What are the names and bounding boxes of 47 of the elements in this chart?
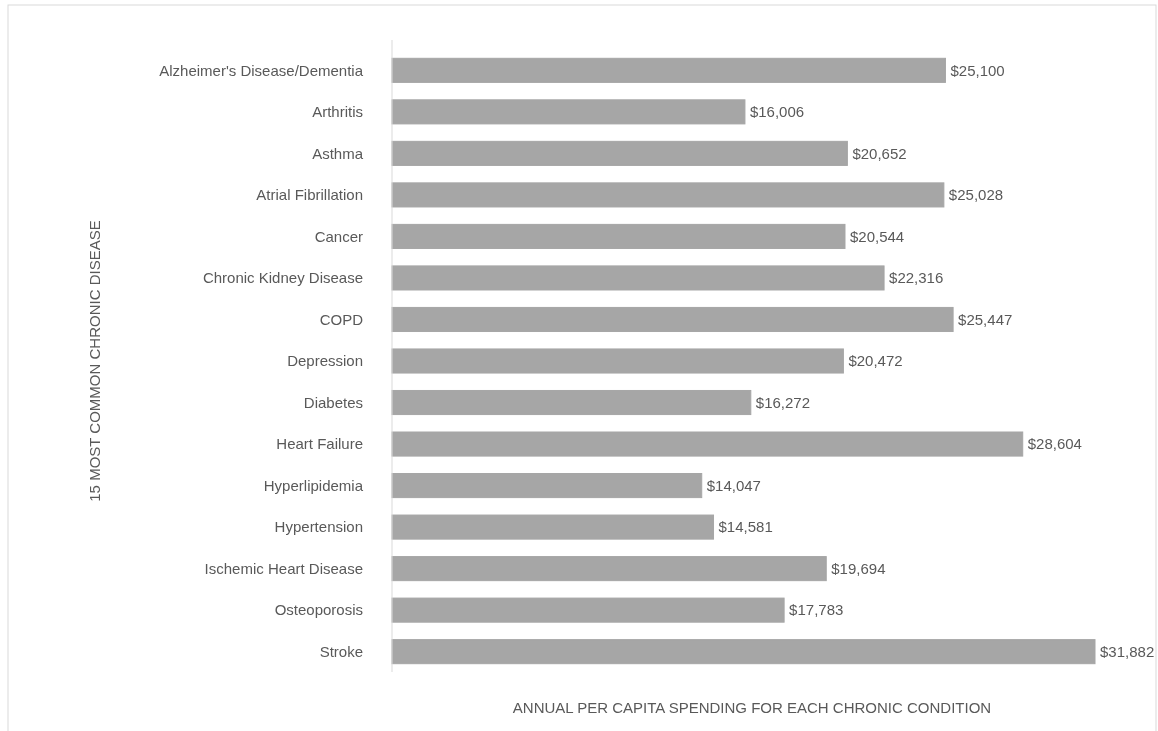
y-axis-title: 15 MOST COMMON CHRONIC DISEASE (86, 220, 103, 502)
bar (391, 514, 715, 540)
y-tick-label: Alzheimer's Disease/Dementia (159, 61, 364, 79)
bar (391, 556, 827, 582)
data-label: $25,447 (958, 310, 1013, 328)
data-label: $14,581 (718, 518, 773, 536)
y-tick-label: Osteoporosis (274, 601, 363, 619)
data-label: $20,544 (850, 227, 905, 245)
bar (391, 431, 1024, 457)
data-label: $25,028 (948, 186, 1004, 204)
y-tick-label: COPD (319, 310, 364, 328)
x-axis-title: ANNUAL PER CAPITA SPENDING FOR EACH CHRONIC CONDITION (512, 699, 992, 716)
bar (391, 265, 885, 291)
y-tick-label: Heart Failure (276, 435, 363, 453)
data-label: $17,783 (789, 601, 844, 619)
data-label: $20,472 (848, 352, 903, 370)
y-tick-label: Cancer (314, 227, 363, 245)
data-label: $25,100 (950, 61, 1005, 79)
y-tick-label: Hypertension (274, 518, 363, 536)
data-label: $19,694 (831, 559, 886, 577)
y-tick-label: Asthma (312, 144, 364, 162)
bar (391, 140, 848, 166)
data-label: $16,006 (749, 103, 805, 121)
bar (391, 639, 1096, 665)
bar (391, 57, 946, 83)
y-tick-label: Diabetes (303, 393, 363, 411)
data-label: $14,047 (706, 476, 761, 494)
y-tick-label: Chronic Kidney Disease (202, 269, 363, 287)
bar (391, 99, 746, 125)
y-tick-label: Hyperlipidemia (263, 476, 364, 494)
bar (391, 473, 703, 499)
y-tick-label: Ischemic Heart Disease (204, 559, 363, 577)
bar (391, 223, 846, 249)
y-tick-label: Atrial Fibrillation (256, 186, 363, 204)
bar (391, 348, 844, 374)
bar (391, 597, 785, 623)
y-tick-label: Depression (287, 352, 363, 370)
data-label: $31,882 (1100, 642, 1155, 660)
y-tick-label: Stroke (319, 642, 363, 660)
bar (391, 182, 945, 208)
bar (391, 389, 752, 416)
data-label: $22,316 (889, 269, 944, 287)
bar (391, 306, 954, 333)
data-label: $16,272 (755, 393, 811, 411)
y-tick-label: Arthritis (312, 103, 363, 121)
data-label: $28,604 (1027, 435, 1082, 453)
data-label: $20,652 (852, 144, 907, 162)
